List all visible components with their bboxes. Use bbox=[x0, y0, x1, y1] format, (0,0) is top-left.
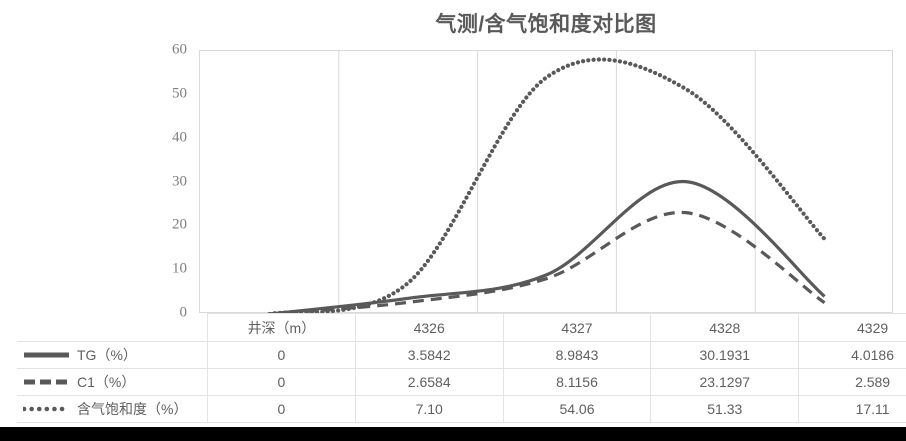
series-line-3 bbox=[267, 57, 827, 314]
column-header: 4328 bbox=[650, 313, 800, 342]
table-cell: 7.10 bbox=[354, 395, 504, 423]
y-axis-tick: 60 bbox=[172, 41, 187, 58]
bottom-band bbox=[0, 427, 906, 441]
legend-swatch-solid bbox=[24, 352, 69, 358]
table-cell: 3.5842 bbox=[354, 341, 504, 369]
legend-entry: 含气饱和度（%） bbox=[23, 399, 203, 419]
table-cell: 2.589 bbox=[798, 368, 906, 396]
table-cell: 0 bbox=[207, 341, 356, 369]
legend-label: TG（%） bbox=[77, 347, 137, 363]
column-header: 4326 bbox=[354, 313, 504, 342]
y-axis-tick: 40 bbox=[172, 129, 187, 146]
legend-header-cell bbox=[17, 314, 208, 342]
legend-cell-1[interactable]: TG（%） bbox=[17, 341, 208, 369]
table-row: 含气饱和度（%） 0 7.10 54.06 51.33 17.11 bbox=[17, 395, 906, 423]
table-cell: 0 bbox=[207, 395, 356, 423]
y-axis-tick: 30 bbox=[172, 173, 187, 189]
page-title: 气测/含气饱和度对比图 bbox=[435, 13, 657, 36]
legend-swatch-dashed bbox=[24, 379, 69, 385]
legend-cell-2[interactable]: C1（%） bbox=[17, 368, 208, 396]
y-axis-tick: 50 bbox=[172, 85, 187, 102]
table-cell: 30.1931 bbox=[650, 341, 800, 369]
table-cell: 23.1297 bbox=[650, 368, 800, 396]
column-header-depth-label: 井深（m） bbox=[207, 313, 356, 342]
table-cell: 8.1156 bbox=[502, 368, 652, 396]
table-row: TG（%） 0 3.5842 8.9843 30.1931 4.0186 bbox=[17, 341, 906, 369]
table-header-row: 井深（m） 4326 4327 4328 4329 bbox=[17, 313, 906, 342]
legend-cell-3[interactable]: 含气饱和度（%） bbox=[17, 395, 208, 423]
legend-swatch-dotted bbox=[23, 406, 70, 412]
table-cell: 2.6584 bbox=[354, 368, 504, 396]
legend-entry: TG（%） bbox=[23, 345, 203, 365]
data-table: 井深（m） 4326 4327 4328 4329 TG（%） 0 3.5842 8.9843 3… bbox=[17, 313, 906, 423]
plot-area bbox=[199, 50, 893, 314]
table-cell: 54.06 bbox=[502, 395, 652, 423]
table-cell: 17.11 bbox=[798, 395, 906, 423]
series-line-1 bbox=[269, 180, 826, 314]
table-cell: 0 bbox=[207, 368, 356, 396]
y-axis-tick: 10 bbox=[172, 260, 187, 277]
legend-label: 含气饱和度（%） bbox=[77, 401, 188, 417]
series-line-2 bbox=[269, 210, 826, 314]
plot-svg bbox=[267, 51, 827, 314]
legend-label: C1（%） bbox=[77, 374, 136, 390]
legend-entry: C1（%） bbox=[23, 372, 203, 392]
y-axis-tick: 0 bbox=[179, 304, 188, 321]
column-header: 4329 bbox=[798, 313, 906, 342]
y-axis-tick: 20 bbox=[172, 216, 187, 233]
column-header: 4327 bbox=[502, 313, 652, 342]
data-table-body: 井深（m） 4326 4327 4328 4329 TG（%） 0 3.5842 8.9843 3… bbox=[17, 313, 906, 423]
table-cell: 4.0186 bbox=[798, 341, 906, 369]
y-axis: 0 10 20 30 40 50 60 bbox=[150, 42, 193, 321]
table-cell: 8.9843 bbox=[502, 341, 652, 369]
table-row: C1（%） 0 2.6584 8.1156 23.1297 2.589 bbox=[17, 368, 906, 396]
table-cell: 51.33 bbox=[650, 395, 800, 423]
